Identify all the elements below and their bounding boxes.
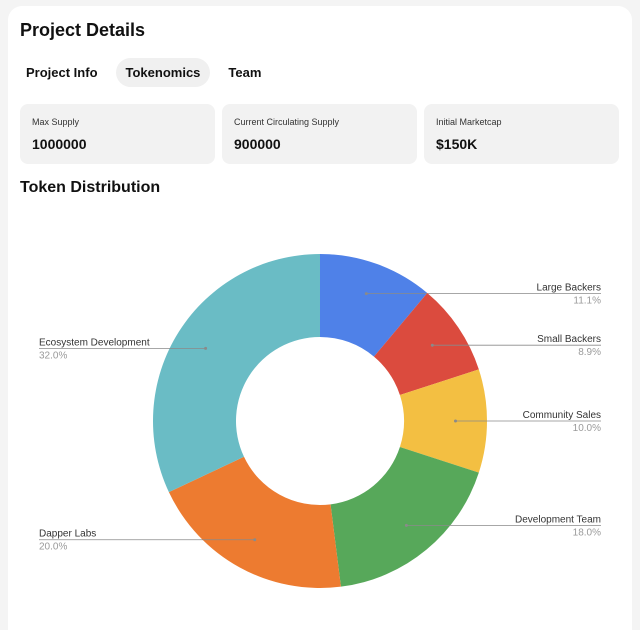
slice-percent-dapper-labs: 20.0% [39,542,67,553]
slice-ecosystem-development[interactable] [152,254,320,493]
tab-tokenomics[interactable]: Tokenomics [115,58,211,87]
slice-percent-community-sales: 10.0% [573,423,601,434]
stat-value: 900000 [234,136,281,152]
stat-value: 1000000 [32,136,87,152]
slice-development-team[interactable] [330,446,479,587]
tab-team[interactable]: Team [228,65,262,80]
leader-dot-large-backers [364,292,368,296]
slice-label-small-backers: Small Backers [537,334,601,345]
leader-dot-small-backers [430,343,434,347]
stat-circulating-supply: Current Circulating Supply 900000 [222,104,417,164]
stat-value: $150K [436,136,478,152]
slice-label-community-sales: Community Sales [523,410,601,421]
page-title: Project Details [20,20,146,40]
slice-dapper-labs[interactable] [168,456,341,588]
slice-percent-small-backers: 8.9% [578,347,601,358]
stat-label: Max Supply [32,117,80,127]
leader-dot-community-sales [454,419,457,423]
slice-percent-ecosystem-development: 32.0% [39,350,67,361]
slice-label-large-backers: Large Backers [537,283,601,294]
section-title: Token Distribution [20,179,161,196]
slice-small-backers[interactable] [373,292,479,396]
leader-dot-dapper-labs [253,538,257,542]
stat-initial-marketcap: Initial Marketcap $150K [424,104,619,164]
slice-label-ecosystem-development: Ecosystem Development [39,337,150,348]
leader-dot-ecosystem-development [204,346,208,350]
tab-bar: Project Info Tokenomics Team [16,58,271,87]
slice-percent-large-backers: 11.1% [573,296,601,307]
slice-percent-development-team: 18.0% [573,527,601,538]
tab-project-info[interactable]: Project Info [26,65,98,80]
leader-dot-development-team [404,523,408,527]
stat-label: Initial Marketcap [436,117,502,127]
stat-max-supply: Max Supply 1000000 [20,104,215,164]
slice-label-dapper-labs: Dapper Labs [39,529,96,540]
stat-label: Current Circulating Supply [234,117,340,127]
stats-row: Max Supply 1000000 Current Circulating S… [20,104,619,164]
slice-large-backers[interactable] [320,254,428,357]
slice-label-development-team: Development Team [515,514,601,525]
slice-community-sales[interactable] [399,369,488,473]
